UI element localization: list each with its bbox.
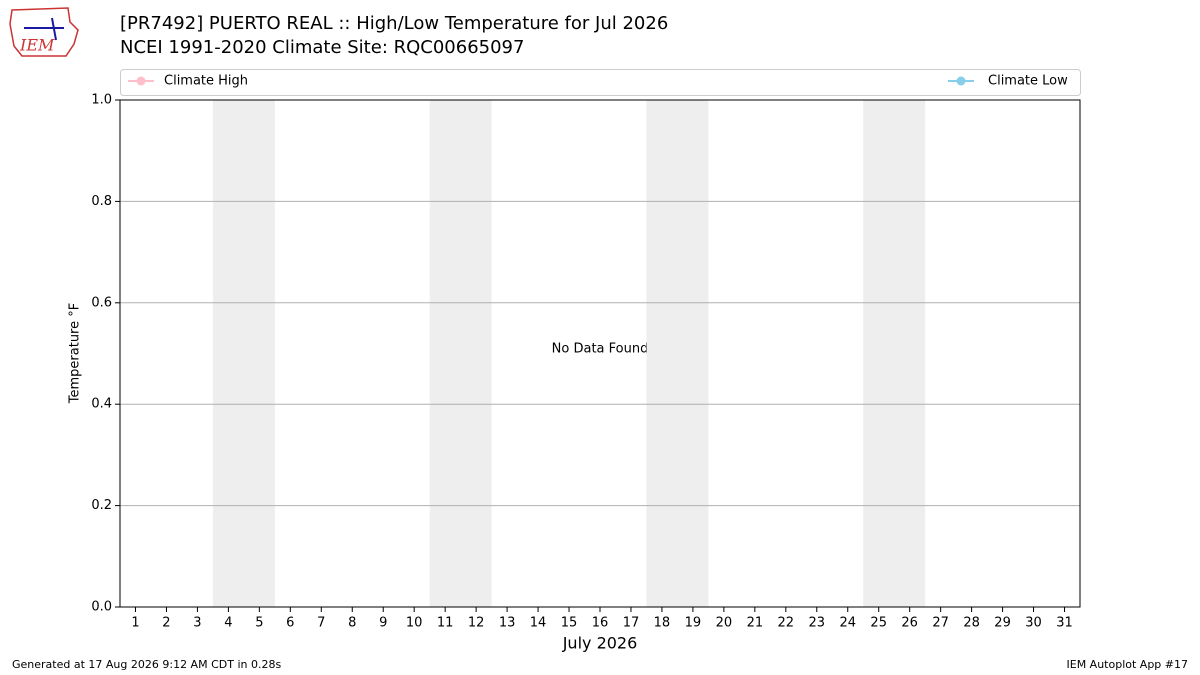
x-tick-label: 5 bbox=[255, 616, 263, 631]
x-tick-label: 23 bbox=[809, 616, 826, 631]
legend-box bbox=[120, 69, 1081, 96]
legend-marker bbox=[136, 76, 146, 86]
x-tick-label: 10 bbox=[406, 616, 423, 631]
x-tick-label: 30 bbox=[1025, 616, 1042, 631]
chart-title: [PR7492] PUERTO REAL :: High/Low Tempera… bbox=[120, 13, 668, 34]
y-axis-label: Temperature °F bbox=[68, 303, 83, 404]
weekend-shade bbox=[429, 100, 492, 607]
legend-label: Climate High bbox=[164, 74, 248, 89]
plot-area: 0.00.20.40.60.81.01 2 3 4 5 6 7 8 9 10 11 12 13 14 15 1… bbox=[91, 74, 1081, 631]
y-tick-label: 1.0 bbox=[91, 93, 112, 108]
x-axis-label: July 2026 bbox=[562, 634, 638, 653]
footer-left: Generated at 17 Aug 2026 9:12 AM CDT in … bbox=[12, 658, 281, 671]
x-tick-label: 7 bbox=[317, 616, 325, 631]
x-tick-label: 6 bbox=[286, 616, 294, 631]
weekend-shade bbox=[863, 100, 926, 607]
x-tick-label: 29 bbox=[994, 616, 1011, 631]
x-tick-label: 9 bbox=[379, 616, 387, 631]
x-tick-label: 15 bbox=[561, 616, 578, 631]
y-tick-label: 0.4 bbox=[91, 397, 112, 412]
x-tick-label: 25 bbox=[870, 616, 887, 631]
x-tick-label: 21 bbox=[747, 616, 764, 631]
y-tick-label: 0.0 bbox=[91, 600, 112, 615]
x-tick-label: 3 bbox=[193, 616, 201, 631]
legend-label: Climate Low bbox=[988, 74, 1068, 89]
annotation: No Data Found bbox=[552, 342, 649, 357]
footer-right: IEM Autoplot App #17 bbox=[1067, 658, 1189, 671]
x-tick-label: 20 bbox=[716, 616, 733, 631]
x-tick-label: 28 bbox=[963, 616, 980, 631]
x-tick-label: 4 bbox=[224, 616, 232, 631]
logo-text: IEM bbox=[19, 36, 55, 55]
logo: IEM bbox=[9, 7, 79, 57]
legend-marker bbox=[956, 76, 966, 86]
x-tick-label: 31 bbox=[1056, 616, 1073, 631]
x-tick-label: 24 bbox=[839, 616, 856, 631]
y-tick-label: 0.2 bbox=[91, 498, 112, 513]
y-tick-label: 0.8 bbox=[91, 194, 112, 209]
plot-frame bbox=[119, 99, 1081, 608]
weekend-shade bbox=[212, 100, 275, 607]
x-tick-label: 19 bbox=[685, 616, 702, 631]
x-tick-label: 12 bbox=[468, 616, 485, 631]
x-tick-label: 1 bbox=[131, 616, 139, 631]
x-tick-label: 27 bbox=[932, 616, 949, 631]
x-tick-label: 16 bbox=[592, 616, 609, 631]
x-tick-label: 17 bbox=[623, 616, 640, 631]
chart-subtitle: NCEI 1991-2020 Climate Site: RQC00665097 bbox=[120, 37, 524, 58]
x-tick-label: 14 bbox=[530, 616, 547, 631]
logo-outline bbox=[9, 7, 79, 57]
y-tick-label: 0.6 bbox=[91, 295, 112, 310]
x-tick-label: 2 bbox=[162, 616, 170, 631]
x-tick-label: 22 bbox=[778, 616, 795, 631]
x-tick-label: 13 bbox=[499, 616, 516, 631]
weekend-shade bbox=[646, 100, 709, 607]
x-tick-label: 8 bbox=[348, 616, 356, 631]
x-tick-label: 26 bbox=[901, 616, 918, 631]
logo-line bbox=[51, 17, 57, 41]
x-tick-label: 18 bbox=[654, 616, 671, 631]
x-tick-label: 11 bbox=[437, 616, 454, 631]
